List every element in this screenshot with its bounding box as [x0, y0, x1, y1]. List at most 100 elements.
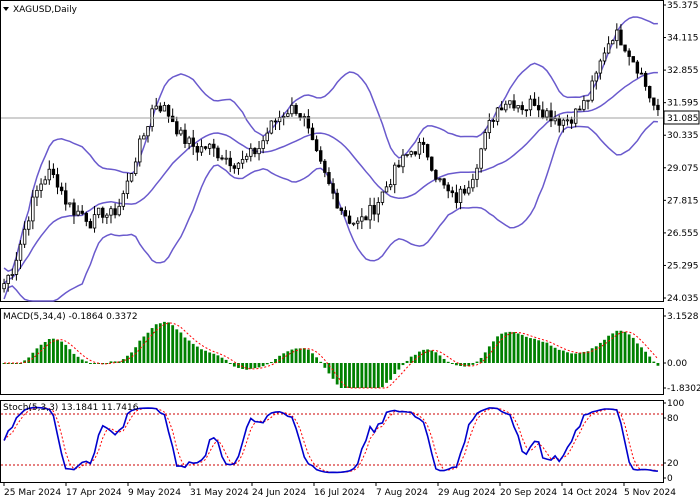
macd-bar	[31, 352, 35, 363]
candle-bear	[397, 164, 401, 168]
candle-bull	[606, 43, 611, 54]
candles	[2, 23, 660, 293]
macd-bar	[549, 345, 553, 363]
macd-bar	[545, 342, 549, 363]
macd-bar	[56, 339, 59, 363]
macd-bar	[191, 343, 195, 363]
macd-bar	[216, 355, 220, 363]
macd-bar	[442, 358, 446, 363]
macd-bar	[323, 363, 327, 368]
candle-bull	[249, 147, 253, 157]
triangle-down-icon[interactable]	[3, 7, 9, 11]
candle-bear	[183, 129, 187, 144]
candle-bear	[524, 109, 529, 112]
macd-bar	[450, 363, 454, 364]
title-block[interactable]: XAGUSD,Daily	[3, 5, 78, 15]
macd-bar	[35, 348, 39, 363]
candle-bull	[290, 104, 294, 115]
macd-bar	[426, 349, 430, 363]
macd-bar	[598, 342, 602, 363]
candle-bull	[504, 103, 508, 111]
candle-bear	[273, 120, 278, 123]
macd-bar	[385, 363, 388, 383]
time-tick-label: 17 Apr 2024	[66, 488, 122, 498]
candle-bear	[310, 127, 315, 141]
candle-bull	[401, 154, 405, 168]
candle-bull	[483, 132, 487, 150]
candle-bull	[553, 118, 557, 122]
macd-bar	[319, 361, 323, 363]
candle-bear	[434, 169, 438, 180]
macd-bar	[409, 356, 413, 363]
candle-bull	[117, 205, 121, 216]
macd-bar	[327, 363, 331, 374]
candle-bull	[257, 148, 261, 155]
candle-bull	[265, 132, 269, 142]
macd-bar	[27, 357, 31, 363]
candle-bear	[541, 109, 545, 118]
price-panel-frame	[0, 0, 664, 302]
macd-bar	[389, 363, 393, 380]
candle-bear	[450, 190, 455, 194]
time-axis: 25 Mar 2024 17 Apr 2024 9 May 2024 31 May 2…	[3, 482, 676, 498]
candle-bear	[220, 157, 224, 160]
candle-bear	[536, 105, 541, 111]
macd-bar	[578, 352, 582, 363]
candle-bull	[207, 143, 212, 149]
candle-bull	[76, 210, 80, 216]
macd-bar	[261, 363, 265, 367]
macd-bar	[471, 363, 475, 365]
candle-bull	[594, 72, 598, 82]
macd-bar	[339, 363, 343, 388]
macd-bar	[311, 353, 314, 363]
candle-bull	[199, 146, 204, 153]
candle-bull	[302, 116, 306, 118]
candle-bull	[516, 105, 520, 109]
macd-bar	[195, 346, 199, 363]
candle-bear	[170, 115, 175, 123]
candle-bear	[643, 72, 648, 87]
macd-panel[interactable]: MACD(5,34,4) -0.1864 0.3372 3.1528 0.00 -1…	[0, 308, 700, 395]
price-tick-label: 30.335	[667, 131, 699, 141]
price-tick-label: 25.295	[667, 261, 699, 271]
candle-bull	[138, 138, 142, 163]
macd-bar	[241, 363, 244, 369]
macd-bar	[224, 359, 228, 363]
price-tick-label: 27.815	[667, 196, 699, 206]
macd-bar	[109, 361, 113, 363]
candle-bear	[347, 215, 352, 224]
candle-bear	[232, 165, 237, 169]
macd-bar	[335, 363, 339, 385]
candle-bull	[282, 115, 286, 118]
macd-bar	[397, 363, 401, 370]
candle-bull	[495, 107, 500, 122]
candle-bull	[368, 204, 372, 221]
macd-bar	[343, 363, 347, 388]
candle-bull	[10, 274, 14, 276]
candle-bull	[162, 104, 167, 112]
macd-bar	[23, 360, 27, 363]
macd-bar	[348, 363, 351, 388]
macd-bar	[89, 363, 92, 364]
candle-bull	[356, 220, 360, 224]
candle-bull	[236, 162, 241, 169]
macd-bar	[574, 353, 578, 363]
macd-bar	[331, 363, 335, 379]
price-panel[interactable]: XAGUSD,Daily 35.375 34.115 32.855 31.595 30.…	[0, 0, 700, 305]
macd-axis: 3.1528 0.00 -1.8302	[663, 312, 700, 394]
candle-bull	[269, 120, 274, 134]
bollinger-upper	[3, 16, 658, 273]
bollinger-bands	[3, 16, 658, 302]
macd-bar	[656, 363, 660, 366]
candle-bear	[569, 119, 574, 124]
candle-bear	[331, 183, 335, 194]
macd-bar	[430, 350, 434, 363]
macd-bar	[627, 334, 631, 363]
macd-bar	[232, 363, 236, 367]
macd-bar	[167, 322, 170, 363]
macd-bar	[121, 359, 125, 363]
macd-bar	[126, 355, 129, 363]
candle-bear	[520, 105, 524, 111]
stoch-panel[interactable]: Stoch(5,3,3) 13.1841 11.7416 100 80 20 0	[0, 399, 685, 484]
